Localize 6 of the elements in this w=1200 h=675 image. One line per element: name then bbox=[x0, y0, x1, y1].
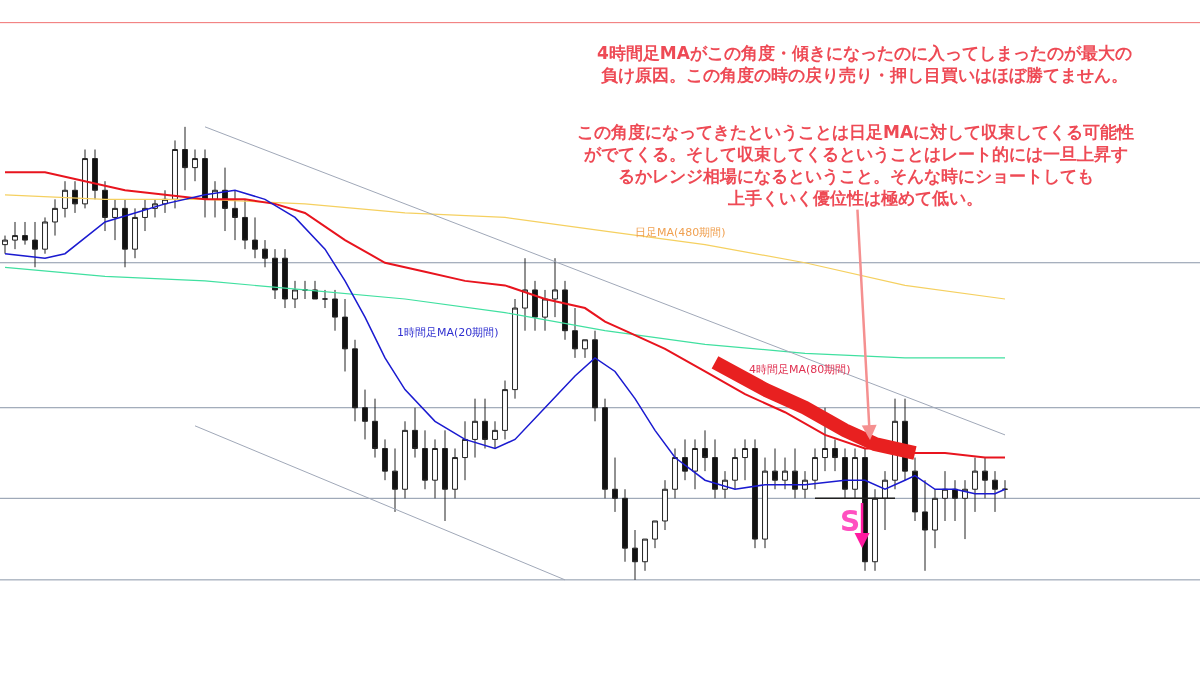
annotation: 日足MA(480期間) bbox=[635, 226, 726, 239]
text: 4時間足MAがこの角度・傾きになったのに入ってしまったのが最大の負け原因。この角度の時の戻り売り・押し目買いはほぼ勝てません。 bbox=[597, 43, 1132, 86]
annotation: 4時間足MA(80期間) bbox=[749, 363, 851, 376]
annotation: この角度になってきたということは日足MAに対して収束してくる可能性がでてくる。そして収束してくるということはレート的には一旦上昇するかレンジ相場になるということ。そんな時にショートしても上手くいく優位性は極めて低い。 bbox=[577, 122, 1135, 209]
annotation: S bbox=[840, 505, 861, 538]
annotation: 1時間足MA(20期間) bbox=[397, 326, 499, 339]
